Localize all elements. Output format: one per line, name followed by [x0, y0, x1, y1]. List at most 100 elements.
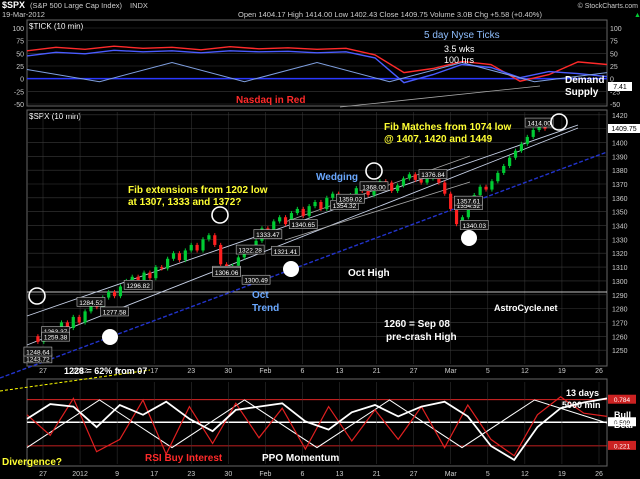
- price-panel-frame: [26, 109, 608, 367]
- price-label-box: [288, 219, 318, 229]
- wedging-annotation: Wedging: [316, 172, 358, 183]
- tick-y-tick-label: 25: [16, 64, 24, 71]
- candle-body: [118, 286, 123, 297]
- price-label-box: [359, 181, 389, 192]
- candle-body: [454, 208, 459, 225]
- tick-sine-cycle-line: [26, 61, 608, 83]
- momentum-sine-cycle-line: [26, 399, 608, 449]
- five-thousand-min-annotation: 5000 min: [562, 400, 601, 410]
- price-x-tick-label: Mar: [445, 368, 458, 375]
- tick-y-tick-label: 0: [20, 77, 24, 84]
- nasdaq-red-annotation: Nasdaq in Red: [236, 95, 305, 106]
- candle-body: [201, 239, 205, 251]
- marker-open-circle: [28, 287, 46, 305]
- momentum-x-tick-label: 23: [187, 471, 195, 478]
- marker-open-circle: [365, 162, 383, 180]
- candle-body: [390, 182, 394, 191]
- momentum-x-tick-label: 19: [558, 471, 566, 478]
- momentum-x-tick-label: 12: [521, 471, 529, 478]
- price-y-tick-label: 1320: [612, 251, 628, 258]
- chart-exchange: INDX: [130, 1, 148, 10]
- fib-extensions-annotation-line2: at 1307, 1333 and 1372?: [128, 197, 241, 208]
- momentum-x-tick-label: Mar: [445, 471, 458, 478]
- price-grid: [27, 112, 607, 364]
- price-label: 1333.47: [256, 232, 280, 239]
- price-label-box: [123, 280, 153, 290]
- price-label-box: [212, 267, 241, 277]
- fib-matches-annotation-line1: Fib Matches from 1074 low: [384, 122, 511, 133]
- fib-extensions-annotation-line1: Fib extensions from 1202 low: [128, 185, 268, 196]
- wedge-upper-line: [284, 181, 471, 241]
- tick-y-tick-label: -50: [14, 102, 24, 109]
- chart-date: 19-Mar-2012: [2, 10, 45, 19]
- candle-body: [89, 304, 93, 312]
- price-y-tick-label: 1400: [612, 140, 628, 147]
- tick-y-tick-label-right: 100: [610, 26, 622, 33]
- price-x-tick-label: 17: [150, 368, 158, 375]
- price-x-axis: 27 2012 9 17 23 30 Feb 6 13 21 27 Mar 5 12 19 26: [39, 368, 603, 375]
- tick-support-line: [339, 85, 541, 108]
- candle-body: [207, 235, 211, 240]
- tick-panel-title: $TICK (10 min): [29, 22, 84, 31]
- tick-y-tick-label: 100: [12, 26, 24, 33]
- momentum-x-tick-label: Feb: [259, 471, 271, 478]
- price-x-tick-label: 6: [301, 368, 305, 375]
- momentum-x-tick-label: 30: [224, 471, 232, 478]
- candle-body: [496, 172, 500, 182]
- momentum-x-axis: 27 2012 9 17 23 30 Feb 6 13 21 27 Mar 5 12 19 26: [39, 382, 603, 478]
- candle-body: [166, 258, 170, 269]
- candle-body: [242, 251, 246, 258]
- fib-level-line: [0, 369, 151, 392]
- candle-body: [177, 253, 182, 261]
- marker-filled-circle: [461, 230, 477, 246]
- watermark: © StockCharts.com: [578, 2, 639, 10]
- candle-body: [313, 202, 317, 207]
- price-y-tick-label: 1260: [612, 334, 628, 341]
- price-y-tick-label: 1350: [612, 210, 628, 217]
- price-y-tick-label: 1280: [612, 307, 628, 314]
- candle-body: [236, 257, 240, 266]
- candle-body: [319, 202, 323, 209]
- momentum-x-tick-label: 5: [486, 471, 490, 478]
- price-y-tick-label: 1250: [612, 348, 628, 355]
- marker-open-circle: [211, 206, 229, 224]
- price-label-box: [454, 195, 483, 206]
- oct-high-annotation: Oct High: [348, 268, 390, 279]
- price-label: 1340.03: [462, 223, 486, 230]
- price-label: 1296.82: [126, 283, 150, 290]
- marker-filled-circle: [283, 261, 299, 277]
- marker-filled-circle: [102, 329, 118, 345]
- tick-y-tick-label-right: 0: [610, 77, 614, 84]
- candle-body: [148, 272, 152, 279]
- candle-body: [36, 336, 40, 342]
- momentum-x-tick-label: 27: [39, 471, 47, 478]
- candle-body: [419, 179, 423, 183]
- price-y-tick-label: 1270: [612, 320, 628, 327]
- candle-body: [107, 292, 111, 298]
- price-x-tick-label: 21: [373, 368, 381, 375]
- chart-symbol: $SPX: [2, 0, 25, 10]
- price-label: 1277.58: [103, 309, 127, 316]
- divergence-annotation: Divergence?: [2, 457, 62, 468]
- tick-y-tick-label-right: -25: [610, 89, 620, 96]
- bear-label: Bear: [614, 420, 635, 430]
- tick-y-tick-label: -25: [14, 89, 24, 96]
- price-label: 1300.49: [244, 278, 268, 285]
- sep08-annotation-line1: 1260 = Sep 08: [384, 319, 450, 330]
- tick-y-tick-label-right: 75: [610, 39, 618, 46]
- candle-body: [213, 235, 217, 245]
- momentum-panel: 1228 = 62% from 07 0.784 0.509 0.221 27 201…: [0, 366, 636, 478]
- candle-body: [519, 143, 524, 151]
- candle-body: [401, 178, 406, 186]
- candle-body: [171, 253, 176, 259]
- chart-name: (S&P 500 Large Cap Index): [30, 1, 123, 10]
- price-label: 1354.32: [457, 203, 481, 210]
- tick-panel-frame: [26, 19, 608, 107]
- rsi-buy-annotation: RSI Buy Interest: [145, 453, 223, 464]
- price-label-box: [76, 297, 106, 307]
- price-label-box: [100, 306, 129, 317]
- candle-body: [278, 217, 282, 222]
- momentum-x-tick-label: 17: [150, 471, 158, 478]
- candle-body: [283, 217, 288, 225]
